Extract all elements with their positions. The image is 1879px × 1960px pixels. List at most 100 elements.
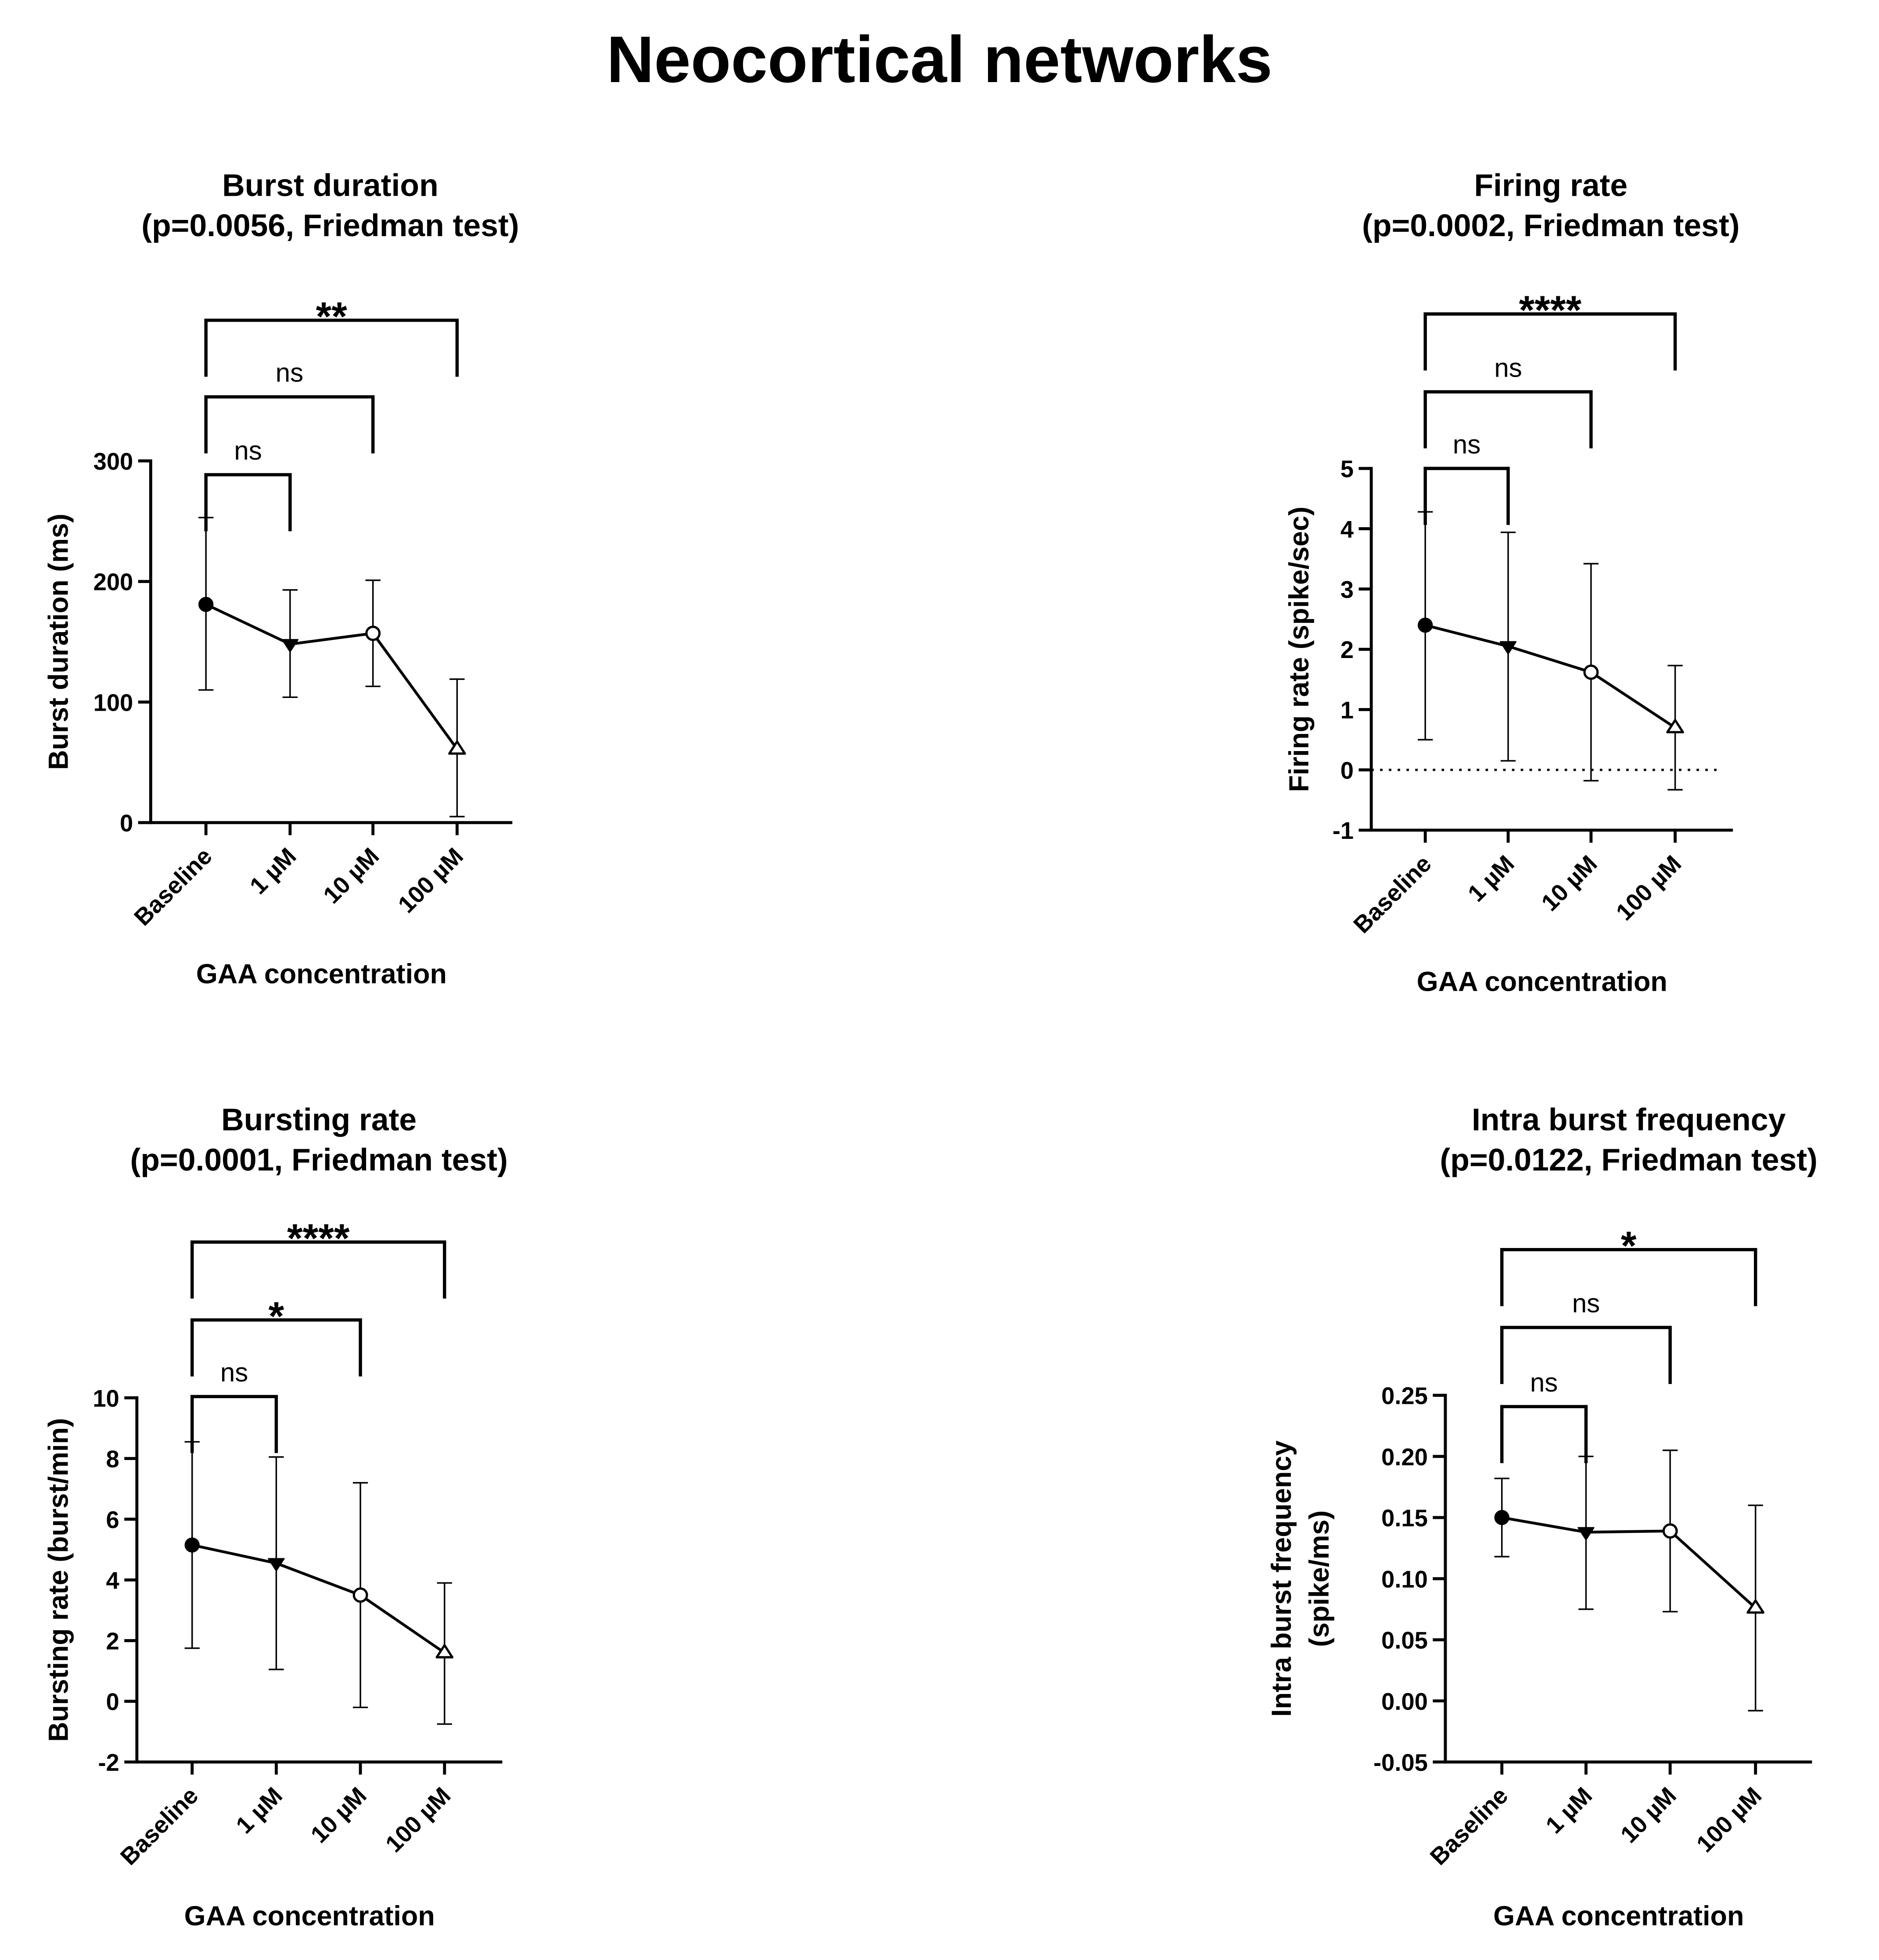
y-axis-label: Firing rate (spike/sec) [1284, 507, 1315, 792]
data-point-100-m [435, 1644, 454, 1658]
y-axis-label: Bursting rate (burst/min) [43, 1418, 74, 1742]
significance-label: ns [220, 1358, 248, 1387]
significance-label: **** [287, 1216, 350, 1261]
data-point-10-m [1662, 1523, 1678, 1539]
bracket-line [1500, 1405, 1588, 1464]
data-point-100-m [448, 740, 466, 755]
x-tick-label-baseline: Baseline [1425, 1782, 1513, 1870]
bracket-line [1423, 467, 1510, 525]
data-point-1-m [268, 1558, 285, 1572]
bracket-line [190, 1318, 362, 1377]
significance-label: * [1621, 1224, 1637, 1269]
significance-label: * [269, 1294, 284, 1339]
y-tick-label: 6 [106, 1507, 119, 1533]
significance-label: ** [316, 294, 348, 339]
chart-title: Burst duration [222, 168, 438, 203]
x-tick-label-10-m: 10 µM [318, 842, 384, 909]
x-tick-label-100-m: 100 µM [1611, 850, 1686, 926]
panel-firing-rate: Firing rate (p=0.0002, Friedman test) -1 0 1… [1284, 168, 1739, 997]
series-line [205, 603, 458, 750]
bracket-line [204, 395, 375, 453]
x-tick-label-1-m: 1 µM [1541, 1782, 1597, 1838]
panel-burst-duration: Burst duration (p=0.0056, Friedman test) 0… [43, 168, 519, 989]
bracket-line [190, 1240, 446, 1299]
data-point-baseline [1418, 618, 1433, 633]
data-point-1-m [1499, 641, 1517, 655]
y-axis-label-units: (spike/ms) [1304, 1510, 1335, 1647]
y-tick-label: 10 [93, 1385, 119, 1412]
y-tick-label: 0.05 [1381, 1627, 1428, 1654]
x-tick-label-10-m: 10 µM [1615, 1782, 1681, 1848]
chart-title: Intra burst frequency [1472, 1102, 1786, 1137]
significance-label: ns [1453, 430, 1480, 459]
x-tick-label-baseline: Baseline [115, 1782, 203, 1870]
x-tick-label-100-m: 100 µM [380, 1782, 456, 1857]
significance-bracket-1-m: ns [190, 1358, 278, 1453]
y-tick-label: 2 [1340, 637, 1354, 663]
data-point-baseline [184, 1537, 200, 1553]
data-point-100-m [1666, 719, 1684, 734]
y-tick-label: 300 [93, 448, 133, 475]
series-line [1502, 1516, 1757, 1609]
data-point-baseline [198, 597, 214, 612]
y-tick-label: -0.05 [1373, 1749, 1428, 1776]
y-tick-label: 0.20 [1381, 1444, 1428, 1471]
x-tick-label-baseline: Baseline [129, 842, 217, 931]
y-tick-label: 1 [1340, 697, 1354, 723]
y-axis-label: Burst duration (ms) [43, 514, 74, 770]
chart-subtitle: (p=0.0056, Friedman test) [141, 208, 519, 243]
x-tick-label-1-m: 1 µM [1462, 850, 1519, 907]
chart-subtitle: (p=0.0001, Friedman test) [130, 1142, 508, 1177]
chart-subtitle: (p=0.0122, Friedman test) [1440, 1142, 1818, 1177]
bracket-line [1423, 390, 1593, 449]
significance-label: ns [1494, 353, 1522, 382]
y-tick-label: 0.00 [1381, 1688, 1428, 1715]
x-axis-label: GAA concentration [1417, 966, 1667, 997]
data-point-10-m [365, 626, 381, 641]
x-tick-label-1-m: 1 µM [231, 1782, 287, 1838]
x-axis-label: GAA concentration [1493, 1901, 1744, 1931]
y-tick-label: -1 [1333, 817, 1354, 844]
chart-title: Bursting rate [221, 1102, 417, 1137]
y-tick-label: 0 [120, 810, 133, 837]
y-tick-label: 200 [93, 569, 133, 596]
panel-bursting-rate: Bursting rate (p=0.0001, Friedman test) -2… [43, 1102, 507, 1931]
significance-label: ns [1572, 1289, 1600, 1318]
significance-bracket-10-m: ns [204, 358, 375, 453]
bracket-line [204, 473, 292, 532]
x-tick-label-baseline: Baseline [1348, 850, 1437, 939]
bracket-line [1500, 1248, 1757, 1306]
bracket-line [1500, 1326, 1672, 1384]
data-point-1-m [281, 639, 299, 653]
y-tick-label: 0 [1340, 757, 1354, 784]
bracket-line [204, 318, 459, 377]
significance-label: ns [1530, 1368, 1558, 1397]
data-point-100-m [1746, 1599, 1764, 1614]
y-tick-label: 2 [106, 1628, 119, 1654]
y-axis-label: Intra burst frequency [1266, 1441, 1297, 1717]
bracket-line [190, 1395, 278, 1453]
significance-bracket-10-m: ns [1500, 1289, 1672, 1384]
x-axis-label: GAA concentration [196, 959, 447, 989]
series-line [1425, 624, 1676, 729]
x-axis-label: GAA concentration [184, 1901, 435, 1931]
significance-label: ns [234, 436, 262, 465]
y-tick-label: 0 [106, 1689, 119, 1715]
x-tick-label-100-m: 100 µM [1691, 1782, 1767, 1857]
data-point-10-m [1583, 664, 1599, 680]
x-tick-label-10-m: 10 µM [1536, 850, 1602, 917]
series-line [192, 1543, 445, 1654]
significance-bracket-1-m: ns [1500, 1368, 1588, 1464]
x-tick-label-100-m: 100 µM [393, 842, 468, 918]
significance-label: ns [276, 358, 303, 388]
significance-bracket-10-m: * [190, 1294, 362, 1377]
significance-bracket-1-m: ns [204, 436, 292, 532]
data-point-1-m [1577, 1527, 1595, 1541]
data-point-baseline [1494, 1510, 1509, 1525]
y-tick-label: 0.25 [1381, 1383, 1428, 1410]
y-tick-label: 3 [1340, 576, 1354, 603]
x-tick-label-10-m: 10 µM [305, 1782, 372, 1848]
y-tick-label: 4 [106, 1567, 119, 1594]
data-point-10-m [352, 1587, 368, 1603]
